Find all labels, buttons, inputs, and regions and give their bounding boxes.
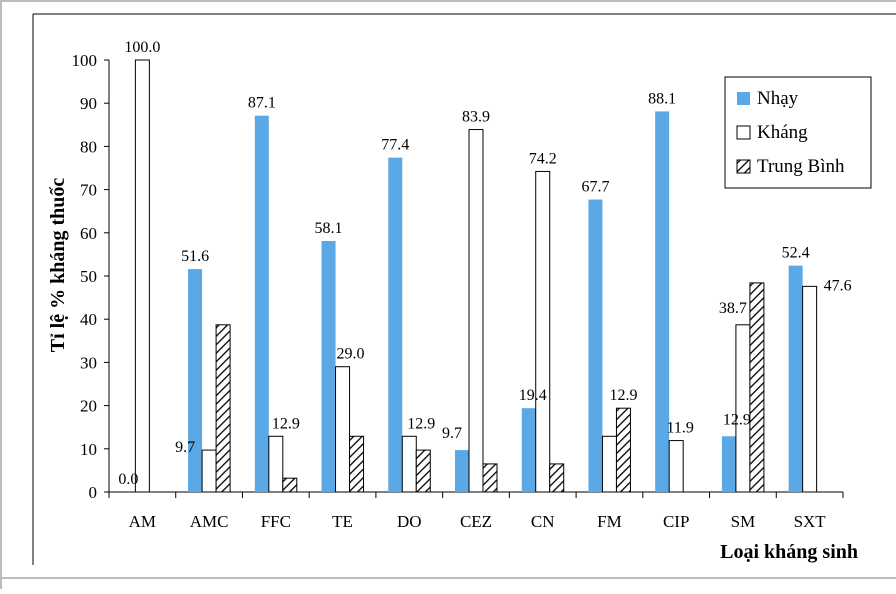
bar <box>668 440 684 493</box>
y-tick-label: 0 <box>89 483 98 502</box>
bar <box>335 366 351 493</box>
y-tick-label: 70 <box>80 181 97 200</box>
y-tick-label: 100 <box>72 51 98 70</box>
x-axis-ticks: AM AMC FFC TE DO CEZ CN FM CIP SM SXT <box>108 492 844 531</box>
y-tick-label: 20 <box>80 397 97 416</box>
x-axis-title: Loại kháng sinh <box>720 541 858 563</box>
bars <box>134 59 818 493</box>
bar <box>588 199 603 492</box>
bar <box>215 324 231 493</box>
data-label: 74.2 <box>529 150 557 167</box>
data-label: 67.7 <box>581 179 609 196</box>
bar <box>401 435 417 493</box>
legend-label: Nhạy <box>757 88 799 109</box>
y-tick-label: 30 <box>80 353 97 372</box>
data-label: 51.6 <box>181 248 209 265</box>
bar <box>788 265 803 492</box>
bar <box>468 129 484 493</box>
bar <box>721 436 736 492</box>
x-tick-label: AM <box>129 512 156 531</box>
x-tick-label: SM <box>731 512 756 531</box>
bar <box>601 435 617 493</box>
legend-label: Kháng <box>757 122 808 143</box>
bar <box>735 324 751 493</box>
y-axis-title: Tỉ lệ % kháng thuốc <box>47 178 69 353</box>
bar <box>521 408 536 492</box>
bar <box>655 111 670 493</box>
x-tick-label: DO <box>397 512 422 531</box>
y-tick-label: 50 <box>80 267 97 286</box>
y-tick-label: 80 <box>80 137 97 156</box>
data-label: 29.0 <box>337 346 365 363</box>
x-tick-label: FFC <box>261 512 291 531</box>
data-label: 77.4 <box>381 137 409 154</box>
bar <box>321 241 336 492</box>
x-tick-label: TE <box>332 512 353 531</box>
legend-label: Trung Bình <box>757 156 845 177</box>
bar <box>482 463 498 493</box>
x-tick-label: CN <box>531 512 555 531</box>
data-label: 9.7 <box>442 425 462 442</box>
bar <box>349 435 365 493</box>
data-label: 58.1 <box>315 220 343 237</box>
data-label: 19.4 <box>519 387 547 404</box>
data-label: 12.9 <box>723 411 751 428</box>
y-tick-label: 10 <box>80 440 97 459</box>
bar <box>254 115 269 492</box>
data-label: 12.9 <box>272 415 300 432</box>
x-tick-label: AMC <box>190 512 229 531</box>
y-axis-ticks: 0 10 20 30 40 50 60 70 80 90 100 <box>72 51 109 502</box>
bar <box>415 449 431 493</box>
bar <box>535 170 551 493</box>
data-label: 47.6 <box>824 277 852 294</box>
x-tick-label: CEZ <box>460 512 492 531</box>
bar <box>268 435 284 493</box>
data-label: 0.0 <box>118 471 138 488</box>
x-tick-label: FM <box>597 512 622 531</box>
data-label: 88.1 <box>648 90 676 107</box>
legend-swatch <box>737 92 750 105</box>
bar <box>749 282 765 493</box>
data-label: 11.9 <box>666 420 693 437</box>
legend-swatch <box>736 125 751 140</box>
data-label: 12.9 <box>407 415 435 432</box>
data-label: 87.1 <box>248 95 276 112</box>
data-label: 83.9 <box>462 109 490 126</box>
data-label: 9.7 <box>175 439 195 456</box>
x-tick-label: SXT <box>794 512 827 531</box>
legend: Nhạy Kháng Trung Bình <box>724 76 872 189</box>
y-tick-label: 90 <box>80 94 97 113</box>
y-tick-label: 40 <box>80 310 97 329</box>
bar <box>549 463 565 493</box>
data-label: 12.9 <box>609 387 637 404</box>
bar <box>188 269 203 492</box>
legend-swatch <box>736 159 751 174</box>
bar <box>134 59 150 493</box>
bar <box>615 407 631 493</box>
y-tick-label: 60 <box>80 224 97 243</box>
data-label: 100.0 <box>124 39 160 56</box>
bar <box>388 157 403 492</box>
data-label: 52.4 <box>782 245 810 262</box>
data-label: 38.7 <box>719 300 747 317</box>
bar <box>201 449 217 493</box>
x-tick-label: CIP <box>663 512 689 531</box>
bar <box>802 285 818 493</box>
bar <box>455 450 469 492</box>
bar <box>282 477 298 493</box>
data-labels: 0.0 51.6 87.1 58.1 77.4 9.7 19.4 67.7 88.1 12.9 52… <box>118 39 851 488</box>
